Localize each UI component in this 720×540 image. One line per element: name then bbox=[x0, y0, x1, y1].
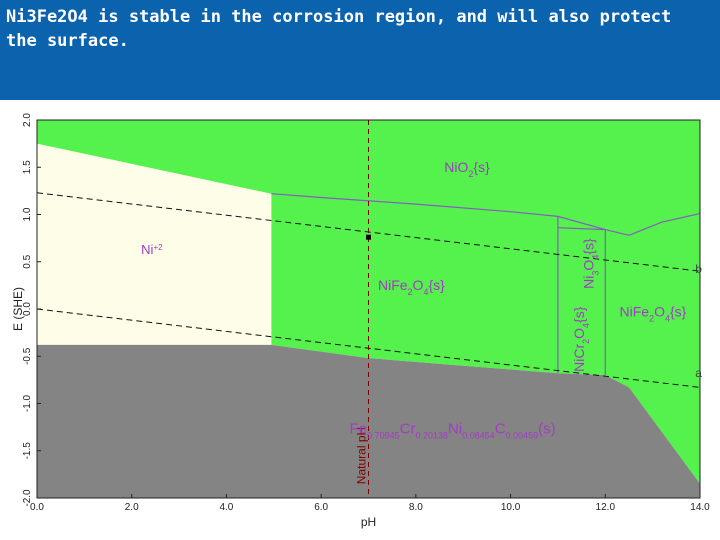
region-label-fe-alloy: Fe0.70945Cr0.20138Ni0.08454C0.00459(s) bbox=[350, 421, 556, 441]
y-tick-label: 2.0 bbox=[22, 113, 33, 127]
region-label-nife2o4-center: NiFe2O4{s} bbox=[378, 277, 445, 297]
y-tick-label: 1.5 bbox=[22, 160, 33, 174]
x-tick-label: 2.0 bbox=[125, 502, 139, 513]
region-label-nife2o4-right: NiFe2O4{s} bbox=[619, 304, 686, 324]
region-label-nio2: NiO2{s} bbox=[444, 159, 490, 179]
y-tick-label: -2.0 bbox=[22, 489, 33, 507]
x-tick-label: 6.0 bbox=[314, 502, 328, 513]
y-tick-label: 0.5 bbox=[22, 254, 33, 268]
title-bar: Ni3Fe2O4 is stable in the corrosion regi… bbox=[0, 0, 720, 100]
region-ni-2 bbox=[37, 143, 272, 345]
y-axis-label: E (SHE) bbox=[11, 287, 25, 331]
y-tick-label: -1.0 bbox=[22, 394, 33, 412]
phase-boundary bbox=[557, 227, 606, 231]
x-axis-label: pH bbox=[361, 515, 376, 529]
x-tick-label: 0.0 bbox=[30, 502, 44, 513]
page-title: Ni3Fe2O4 is stable in the corrosion regi… bbox=[6, 7, 672, 51]
region-label-ni3o4: Ni3O4{s} bbox=[580, 238, 600, 289]
x-tick-label: 10.0 bbox=[501, 502, 521, 513]
natural-ph-label: Natural pH bbox=[354, 427, 368, 484]
water-line-label: b bbox=[695, 262, 702, 276]
x-tick-label: 8.0 bbox=[409, 502, 423, 513]
y-tick-label: 0.0 bbox=[22, 302, 33, 316]
y-tick-label: -1.5 bbox=[22, 442, 33, 460]
water-line-label: a bbox=[695, 366, 702, 380]
x-tick-label: 14.0 bbox=[690, 502, 710, 513]
region-label-ni2: Ni+2 bbox=[141, 242, 163, 257]
y-tick-label: 1.0 bbox=[22, 207, 33, 221]
y-tick-label: -0.5 bbox=[22, 347, 33, 365]
pourbaix-diagram: 0.0 2.0 4.0 6.0 8.0 10.0 12.0 14.0 -2.0 -1.5 -1.0 -… bbox=[11, 113, 710, 529]
phase-boundary bbox=[628, 213, 701, 236]
region-label-nicr2o4: NiCr2O4{s} bbox=[571, 306, 591, 372]
x-tick-label: 4.0 bbox=[219, 502, 233, 513]
operating-point-marker bbox=[366, 234, 371, 240]
x-tick-label: 12.0 bbox=[596, 502, 616, 513]
